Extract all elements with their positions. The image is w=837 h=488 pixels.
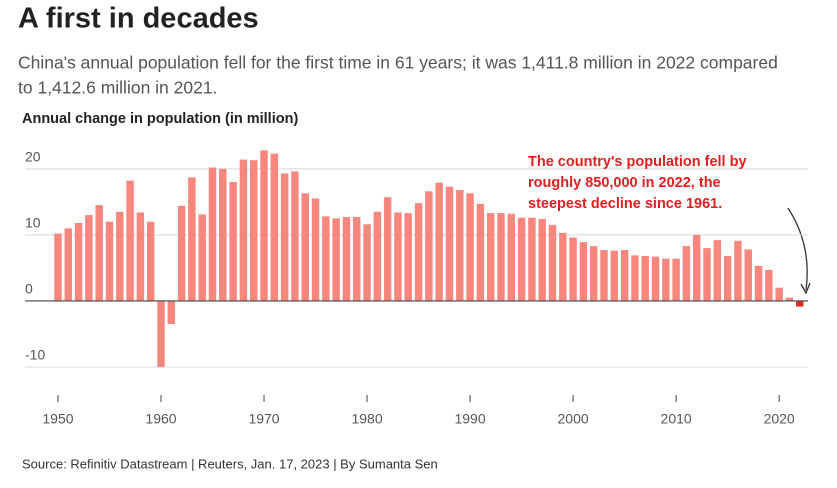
x-tick-label: 2020 [764, 411, 795, 427]
source: Source: Refinitiv Datastream | Reuters, … [22, 456, 438, 471]
bar [208, 167, 217, 301]
bar [332, 218, 340, 301]
bar [569, 237, 577, 301]
bar [64, 228, 72, 301]
bar [85, 215, 93, 301]
bar [301, 193, 309, 301]
bar [260, 150, 268, 301]
bar [445, 186, 454, 301]
bar [641, 256, 649, 301]
bar [507, 213, 515, 301]
bar [116, 211, 124, 301]
bar [559, 232, 567, 301]
y-tick-label: -10 [25, 347, 45, 363]
bar [280, 173, 289, 301]
bar [54, 233, 62, 301]
bar [517, 217, 526, 301]
bar [74, 222, 83, 301]
bar [229, 182, 237, 301]
bar [198, 214, 206, 301]
y-tick-label: 0 [25, 281, 33, 297]
bar [188, 177, 196, 301]
bar [383, 197, 392, 301]
bar [662, 258, 670, 301]
bar [796, 300, 804, 307]
x-tick-label: 1970 [248, 411, 279, 427]
bar [270, 153, 279, 301]
x-tick-label: 1990 [454, 411, 485, 427]
bar [765, 269, 773, 301]
subtitle: to 1,412.6 million in 2021. [18, 78, 217, 98]
bar [291, 171, 299, 301]
x-tick-label: 1950 [42, 411, 73, 427]
bar [620, 250, 629, 301]
y-tick-label: 10 [25, 215, 41, 231]
arrow-head [800, 282, 811, 295]
bar [548, 224, 557, 301]
bar [414, 203, 423, 301]
annotation: roughly 850,000 in 2022, the [528, 175, 721, 191]
bar [672, 258, 680, 301]
annotation: The country's population fell by [528, 154, 747, 170]
bar [322, 216, 330, 301]
bar [723, 256, 732, 301]
bar [703, 248, 711, 301]
axis-label: Annual change in population (in million) [22, 111, 298, 127]
bar [693, 234, 701, 301]
bar [435, 182, 443, 301]
bar [250, 160, 258, 301]
bar [682, 246, 691, 301]
y-tick-label: 20 [25, 149, 41, 165]
bar [95, 205, 103, 301]
bar [589, 246, 598, 301]
bar [713, 240, 722, 301]
bar [126, 180, 134, 301]
annotation: steepest decline since 1961. [528, 196, 722, 212]
bar [466, 193, 474, 301]
bar [785, 297, 794, 301]
bar [219, 168, 227, 301]
bar [734, 240, 742, 301]
subtitle: China's annual population fell for the f… [18, 53, 778, 73]
bar [631, 255, 639, 301]
bar [744, 249, 752, 301]
bar [105, 221, 114, 301]
bar [136, 212, 145, 301]
x-tick-label: 2000 [558, 411, 589, 427]
bar [579, 242, 588, 301]
bar [528, 217, 536, 301]
bar [373, 211, 382, 301]
bar [497, 213, 505, 301]
bar [600, 250, 608, 301]
bar [425, 191, 433, 301]
bar [363, 224, 371, 301]
bar [239, 159, 248, 301]
bar [177, 205, 186, 301]
x-tick-label: 2010 [661, 411, 692, 427]
bar [157, 300, 165, 367]
bar [651, 256, 660, 301]
bar [353, 217, 361, 301]
x-tick-label: 1980 [351, 411, 382, 427]
x-tick-label: 1960 [145, 411, 176, 427]
bar [476, 203, 485, 301]
bar [754, 265, 763, 301]
bar [394, 212, 402, 301]
arrow [787, 207, 808, 291]
bar [610, 250, 619, 301]
bar [486, 213, 495, 301]
bar [456, 189, 464, 301]
bar [311, 198, 320, 301]
bar [775, 287, 783, 301]
bar [538, 219, 546, 301]
bar [342, 217, 351, 301]
bar [404, 213, 412, 301]
bar [167, 300, 176, 325]
bar [146, 221, 155, 301]
chart-title: A first in decades [18, 3, 259, 35]
